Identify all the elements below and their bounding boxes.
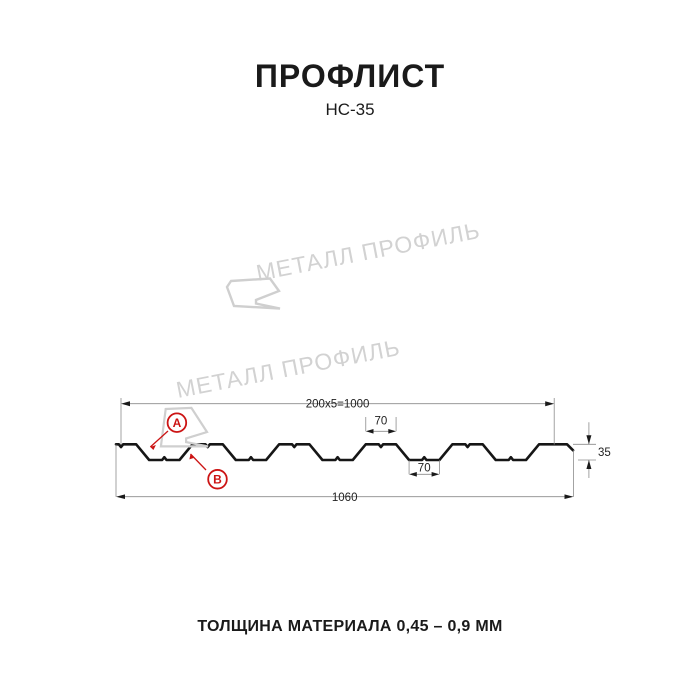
svg-text:70: 70	[375, 416, 388, 428]
svg-text:70: 70	[418, 463, 431, 475]
svg-text:35: 35	[598, 447, 611, 459]
svg-text:МЕТАЛЛ ПРОФИЛЬ: МЕТАЛЛ ПРОФИЛЬ	[254, 217, 482, 286]
svg-text:A: A	[173, 416, 182, 430]
svg-text:1060: 1060	[332, 492, 358, 504]
svg-text:B: B	[213, 472, 222, 486]
svg-text:МЕТАЛЛ ПРОФИЛЬ: МЕТАЛЛ ПРОФИЛЬ	[174, 334, 402, 403]
svg-text:200x5=1000: 200x5=1000	[306, 399, 370, 411]
